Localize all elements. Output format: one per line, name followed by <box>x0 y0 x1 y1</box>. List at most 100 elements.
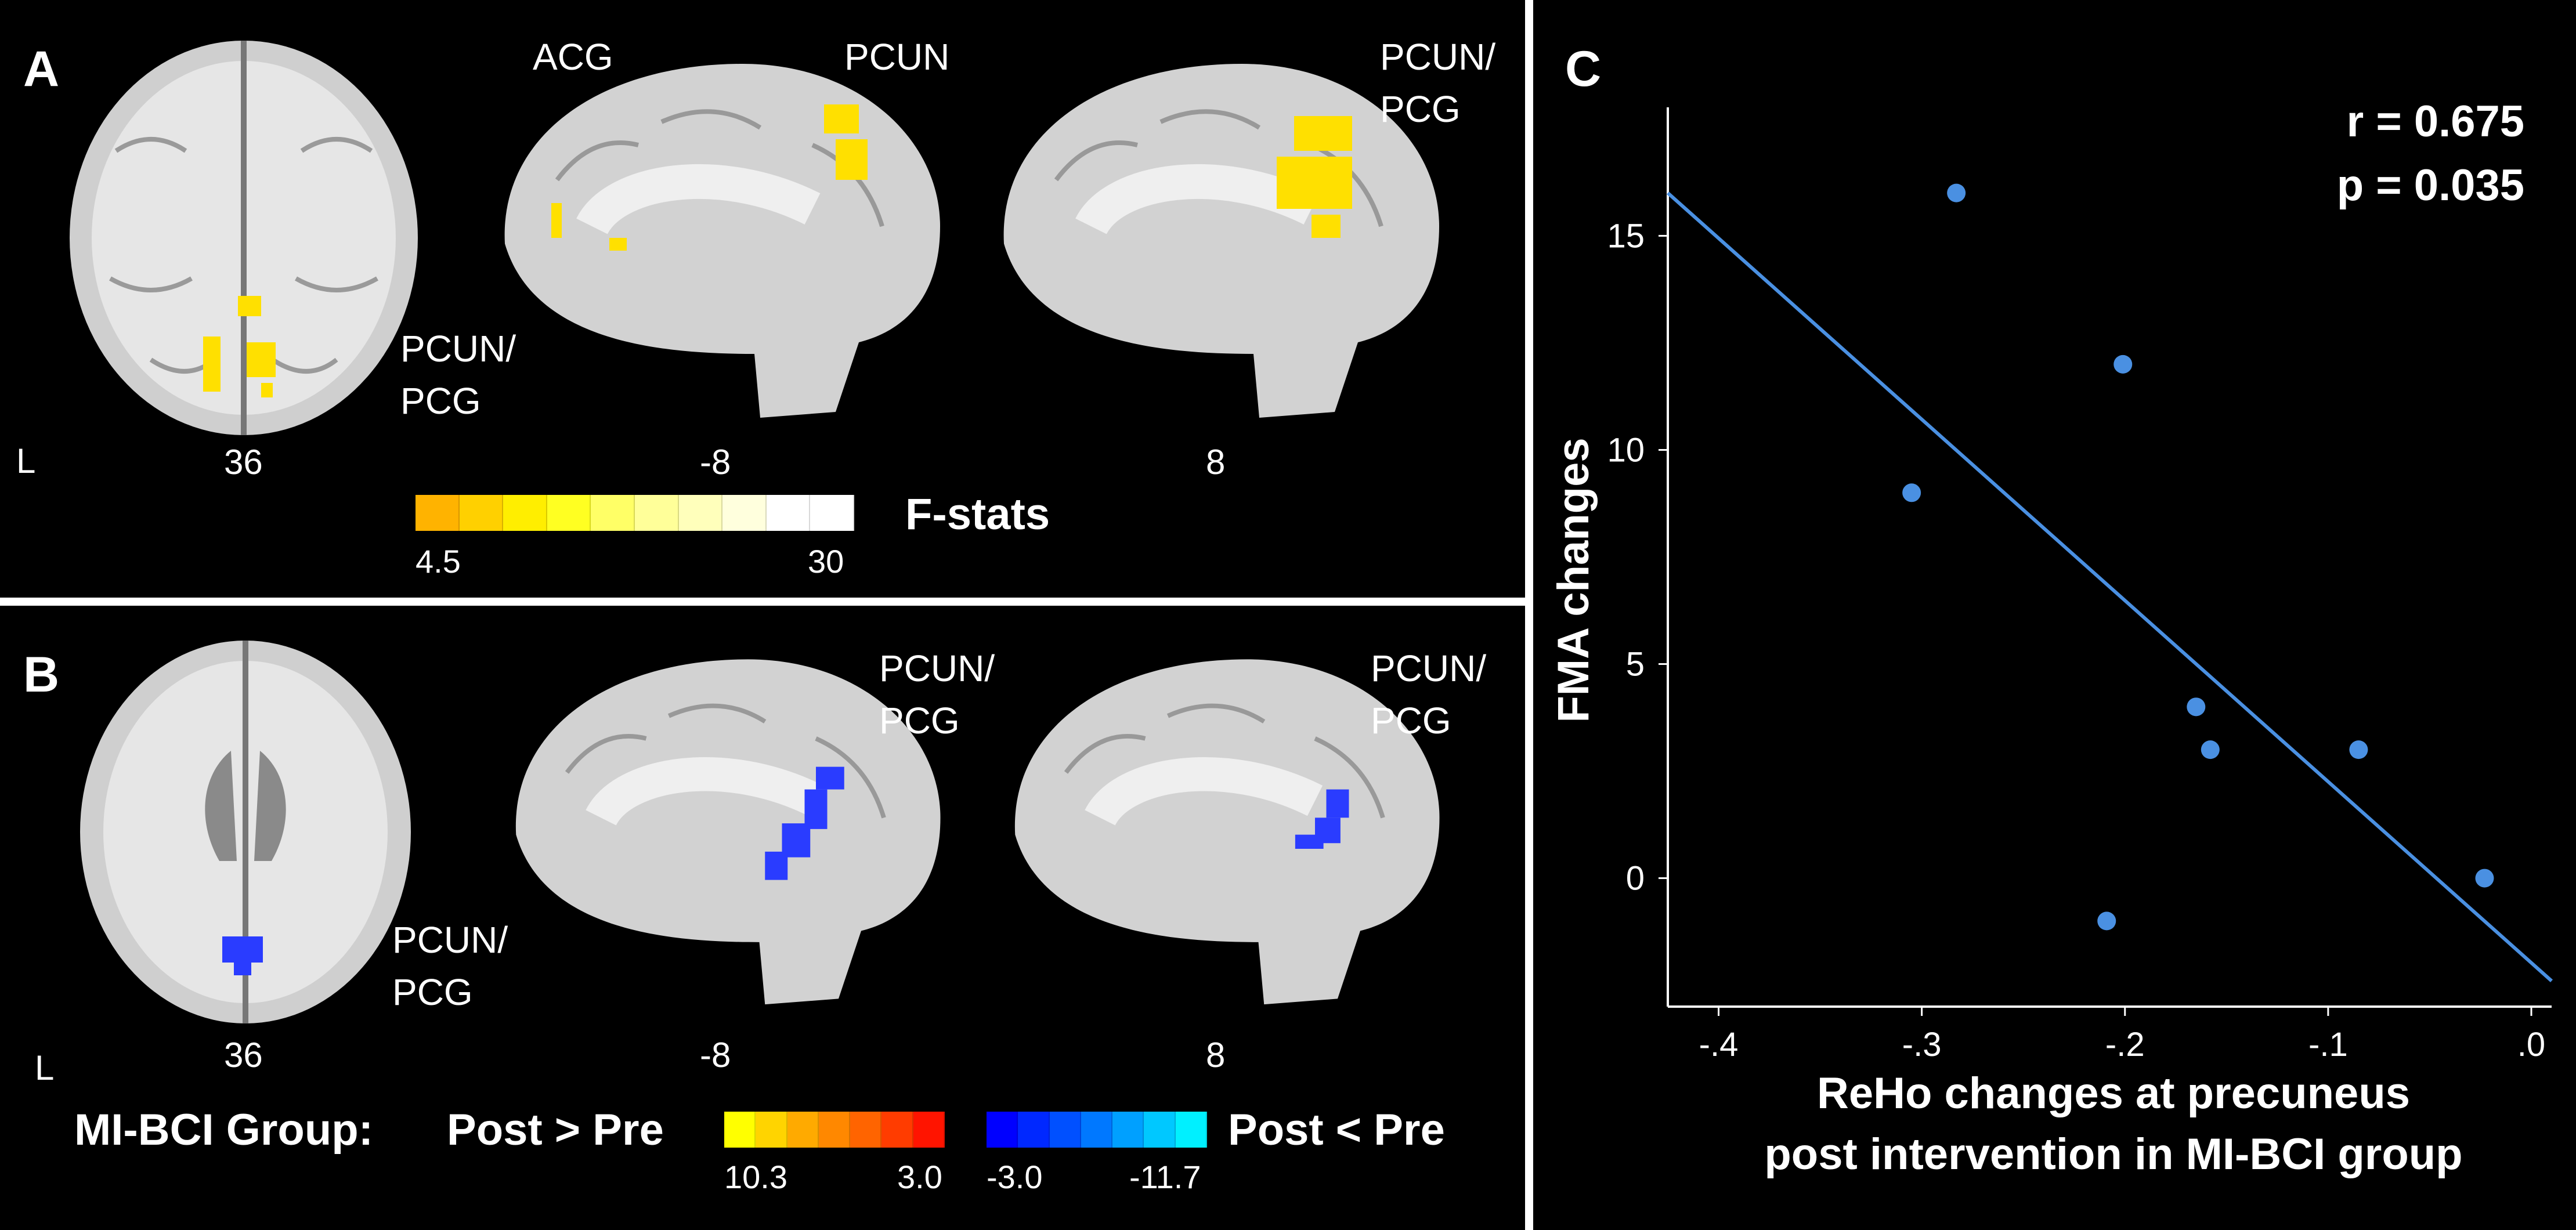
stat-r-label: r = 0.675 <box>2347 97 2524 146</box>
fit-line <box>1667 191 2553 982</box>
ticks-group: -.4 -.3 -.2 -.1 .0 0 5 10 15 <box>1607 217 2545 1063</box>
data-point <box>2475 869 2494 888</box>
post-gt-pre-colorbar-segment <box>913 1112 945 1148</box>
brain-sagittal-a1-image <box>504 64 940 418</box>
fstats-colorbar-segment <box>678 495 723 531</box>
post-lt-pre-colorbar <box>987 1112 1207 1148</box>
slice-label-b-2: 8 <box>1206 1036 1226 1075</box>
region-label-pcg-b2: PCG <box>1371 700 1451 741</box>
fstats-colorbar-segment <box>591 495 635 531</box>
points-group <box>1902 183 2494 931</box>
panel-divider-vertical <box>1525 0 1533 1230</box>
stat-p-label: p = 0.035 <box>2337 161 2524 210</box>
post-lt-pre-colorbar-segment <box>1018 1112 1050 1148</box>
slice-label-b-0: 36 <box>224 1036 263 1075</box>
brain-axial-a-image <box>70 41 418 435</box>
region-label-pcg-b1: PCG <box>879 700 960 741</box>
plot-axes <box>1667 107 2552 1008</box>
y-axis-label: FMA changes <box>1549 437 1598 722</box>
slice-label-b-1: -8 <box>700 1036 731 1075</box>
fstats-colorbar-segment <box>810 495 854 531</box>
data-point <box>2187 697 2206 717</box>
brain-axial-b-image <box>80 641 411 1023</box>
post-lt-pre-colorbar-segment <box>1175 1112 1207 1148</box>
fstats-colorbar <box>416 495 854 531</box>
y-tick-label: 0 <box>1626 860 1645 898</box>
x-tick-label: -.2 <box>2105 1026 2145 1063</box>
post-gt-pre-colorbar-segment <box>818 1112 851 1148</box>
post-lt-pre-colorbar-segment <box>1112 1112 1144 1148</box>
data-point <box>2349 740 2368 759</box>
region-label-pcg-a2: PCG <box>1380 88 1461 130</box>
fstats-colorbar-segment <box>416 495 460 531</box>
data-point <box>2113 354 2133 374</box>
post-lt-pre-colorbar-segment <box>1081 1112 1113 1148</box>
slice-label-a-1: -8 <box>700 443 731 482</box>
post-gt-pre-colorbar-segment <box>881 1112 913 1148</box>
region-label-pcun-a0: PCUN/ <box>400 328 516 370</box>
slice-label-a-2: 8 <box>1206 443 1226 482</box>
neg-min-label: -3.0 <box>987 1159 1043 1195</box>
panel-divider-horizontal <box>0 598 1525 606</box>
fstats-colorbar-segment <box>503 495 547 531</box>
neg-max-label: -11.7 <box>1129 1159 1201 1195</box>
post-lt-pre-colorbar-segment <box>987 1112 1018 1148</box>
pos-max-label: 3.0 <box>897 1159 942 1195</box>
fstats-colorbar-segment <box>766 495 811 531</box>
fstats-min-label: 4.5 <box>416 543 461 580</box>
hemisphere-label-b: L <box>35 1048 55 1087</box>
data-point <box>2097 911 2116 931</box>
post-gt-pre-colorbar-segment <box>850 1112 882 1148</box>
x-tick-label: -.3 <box>1902 1026 1942 1063</box>
region-label-pcg-b0: PCG <box>392 971 473 1013</box>
fstats-colorbar-segment <box>547 495 591 531</box>
post-gt-pre-label: Post > Pre <box>447 1105 664 1155</box>
fstats-colorbar-segment <box>722 495 767 531</box>
fstats-max-label: 30 <box>808 543 844 580</box>
region-label-pcun-b0: PCUN/ <box>392 919 508 961</box>
data-point <box>2201 740 2220 759</box>
pos-min-label: 10.3 <box>724 1159 787 1195</box>
post-lt-pre-label: Post < Pre <box>1228 1105 1445 1155</box>
post-gt-pre-colorbar-segment <box>787 1112 819 1148</box>
y-tick-label: 5 <box>1626 646 1645 683</box>
region-label-pcg-a0: PCG <box>400 380 481 422</box>
region-label-pcun-a2: PCUN/ <box>1380 36 1496 78</box>
post-lt-pre-colorbar-segment <box>1144 1112 1176 1148</box>
panel-c-letter: C <box>1565 41 1602 97</box>
hemisphere-label-a: L <box>16 442 36 480</box>
brain-sagittal-b1-image <box>515 659 941 1005</box>
region-label-pcun-b2: PCUN/ <box>1371 647 1487 689</box>
x-axis-label-line2: post intervention in MI-BCI group <box>1764 1130 2462 1179</box>
activation-cluster-axial-a <box>203 296 276 397</box>
x-tick-label: -.4 <box>1699 1026 1739 1063</box>
region-label-acg: ACG <box>533 36 613 78</box>
post-gt-pre-colorbar-segment <box>756 1112 787 1148</box>
fit-line-group <box>1667 191 2553 982</box>
fstats-legend-title: F-stats <box>905 490 1050 539</box>
y-tick-label: 15 <box>1607 217 1645 255</box>
data-point <box>1947 183 1966 202</box>
region-label-pcun-a1: PCUN <box>844 36 950 78</box>
group-label: MI-BCI Group: <box>74 1105 374 1155</box>
post-lt-pre-colorbar-segment <box>1049 1112 1081 1148</box>
brain-sagittal-a2-image <box>1003 64 1439 418</box>
panel-c: C -.4 -.3 -.2 -.1 .0 0 5 10 15 r = 0.675 p = 0.0… <box>1533 0 2576 1230</box>
x-tick-label: .0 <box>2517 1026 2545 1063</box>
panel-b: B PCUN/ PCG PCUN/ PCG PCUN/ PCG L 36 -8 … <box>0 606 1525 1230</box>
region-label-pcun-b1: PCUN/ <box>879 647 995 689</box>
fstats-colorbar-segment <box>459 495 504 531</box>
post-gt-pre-colorbar <box>724 1112 945 1148</box>
y-tick-label: 10 <box>1607 431 1645 469</box>
scatter-plot: -.4 -.3 -.2 -.1 .0 0 5 10 15 r = 0.675 p = 0.035… <box>1549 97 2553 1179</box>
panel-a: A ACG PCUN PCUN/ PCG PCUN/ PCG L 36 - <box>0 0 1525 598</box>
panel-a-letter: A <box>23 41 60 97</box>
brain-sagittal-b2-image <box>1014 659 1440 1005</box>
data-point <box>1902 483 1921 502</box>
panel-b-letter: B <box>23 647 60 703</box>
x-axis-label-line1: ReHo changes at precuneus <box>1817 1069 2410 1118</box>
fstats-colorbar-segment <box>634 495 679 531</box>
x-tick-label: -.1 <box>2308 1026 2348 1063</box>
post-gt-pre-colorbar-segment <box>724 1112 756 1148</box>
slice-label-a-0: 36 <box>224 443 263 482</box>
